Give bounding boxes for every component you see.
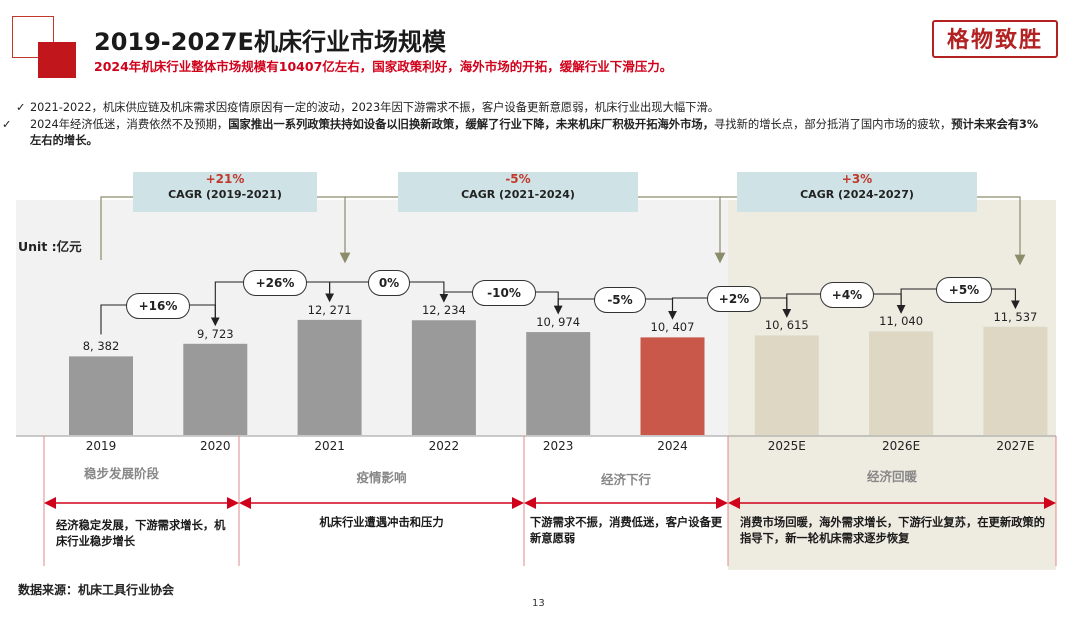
bar-value-label: 8, 382 — [82, 339, 120, 354]
cagr-box-2: -5% CAGR (2021-2024) — [398, 172, 638, 212]
cagr-3-label: CAGR (2024-2027) — [800, 188, 914, 201]
x-tick-label: 2027E — [996, 439, 1035, 453]
x-tick-label: 2019 — [85, 439, 117, 453]
bar-value-label: 10, 407 — [650, 320, 695, 335]
bullet-2: ✓ 2024年经济低迷，消费依然不及预期，国家推出一系列政策扶持如设备以旧换新政策… — [2, 117, 1046, 149]
cagr-1-pct: +21% — [205, 172, 245, 186]
x-tick-label: 2026E — [882, 439, 921, 453]
bar-value-label: 9, 723 — [197, 326, 234, 341]
bar-2020 — [183, 343, 248, 435]
corner-filled-square — [38, 42, 76, 78]
bar-value-label: 10, 615 — [764, 318, 809, 333]
bar-value-label: 12, 234 — [421, 303, 466, 318]
stage-1-desc: 经济稳定发展，下游需求增长，机床行业稳步增长 — [56, 519, 226, 548]
unit-label: Unit :亿元 — [18, 239, 82, 254]
bar-2023 — [526, 332, 591, 435]
bullet-2-text-c: 寻找新的增长点，部分抵消了国内市场的疲软， — [714, 118, 952, 131]
growth-pill: -10% — [472, 280, 536, 306]
cagr-2-pct: -5% — [505, 172, 531, 186]
bar-2024 — [640, 337, 705, 435]
stage-1-name: 稳步发展阶段 — [84, 466, 160, 481]
bullet-2-text-a: 2024年经济低迷，消费依然不及预期， — [30, 118, 229, 131]
brand-logo: 格物致胜 — [932, 20, 1058, 58]
bar-value-label: 10, 974 — [536, 315, 581, 330]
check-icon: ✓ — [2, 118, 12, 131]
stage-2-name: 疫情影响 — [356, 470, 407, 485]
x-tick-label: 2025E — [767, 439, 806, 453]
bar-value-label: 11, 040 — [879, 314, 924, 329]
x-tick-label: 2022 — [428, 439, 460, 453]
stage-2-desc: 机床行业遭遇冲击和压力 — [319, 516, 444, 529]
bar-2019 — [69, 356, 133, 435]
x-tick-label: 2021 — [314, 439, 345, 453]
bar-value-label: 12, 271 — [307, 302, 352, 317]
cagr-3-pct: +3% — [841, 172, 873, 186]
bullet-2-text-d: 预计未来会有3%左右的增长。 — [30, 118, 1039, 147]
bar-2022 — [411, 320, 476, 435]
bullet-1-text: 2021-2022，机床供应链及机床需求因疫情原因有一定的波动，2023年因下游… — [30, 101, 720, 114]
bar-value-label: 11, 537 — [993, 309, 1038, 324]
growth-pill: -5% — [594, 287, 646, 313]
growth-pill: +16% — [126, 293, 190, 319]
x-tick-label: 2023 — [542, 439, 574, 453]
bullet-2-text-b: 国家推出一系列政策扶持如设备以旧换新政策，缓解了行业下降，未来机床厂积极开拓海外… — [228, 118, 714, 131]
check-icon: ✓ — [16, 101, 26, 114]
page-title: 2019-2027E机床行业市场规模 — [94, 28, 446, 56]
stage-4-name: 经济回暖 — [866, 469, 917, 484]
cagr-1-label: CAGR (2019-2021) — [168, 188, 282, 201]
bar-2021 — [297, 319, 362, 435]
page-subtitle: 2024年机床行业整体市场规模有10407亿左右，国家政策利好，海外市场的开拓，… — [94, 59, 673, 74]
growth-pill: +4% — [820, 282, 874, 308]
cagr-box-3: +3% CAGR (2024-2027) — [737, 172, 977, 212]
growth-pill: +5% — [936, 277, 992, 303]
data-source: 数据来源：机床工具行业协会 — [18, 583, 175, 597]
x-tick-label: 2024 — [657, 439, 688, 453]
cagr-box-1: +21% CAGR (2019-2021) — [133, 172, 317, 212]
page-number: 13 — [532, 598, 545, 609]
stage-4-desc: 消费市场回暖，海外需求增长，下游行业复苏，在更新政策的指导下，新一轮机床需求逐步… — [740, 516, 1046, 545]
bar-2027E — [983, 326, 1048, 435]
bar-2026E — [869, 331, 934, 435]
stage-3-desc: 下游需求不振，消费低迷，客户设备更新意愿弱 — [530, 516, 723, 545]
growth-pill: +2% — [707, 286, 761, 312]
x-tick-label: 2020 — [200, 439, 231, 453]
bullet-1: ✓ 2021-2022，机床供应链及机床需求因疫情原因有一定的波动，2023年因下… — [16, 100, 1046, 116]
cagr-2-label: CAGR (2021-2024) — [461, 188, 575, 201]
stage-3-name: 经济下行 — [600, 472, 651, 487]
bar-2025E — [754, 335, 819, 435]
corner-outline-square — [12, 16, 54, 58]
growth-pill: 0% — [368, 270, 410, 296]
growth-pill: +26% — [243, 270, 307, 296]
